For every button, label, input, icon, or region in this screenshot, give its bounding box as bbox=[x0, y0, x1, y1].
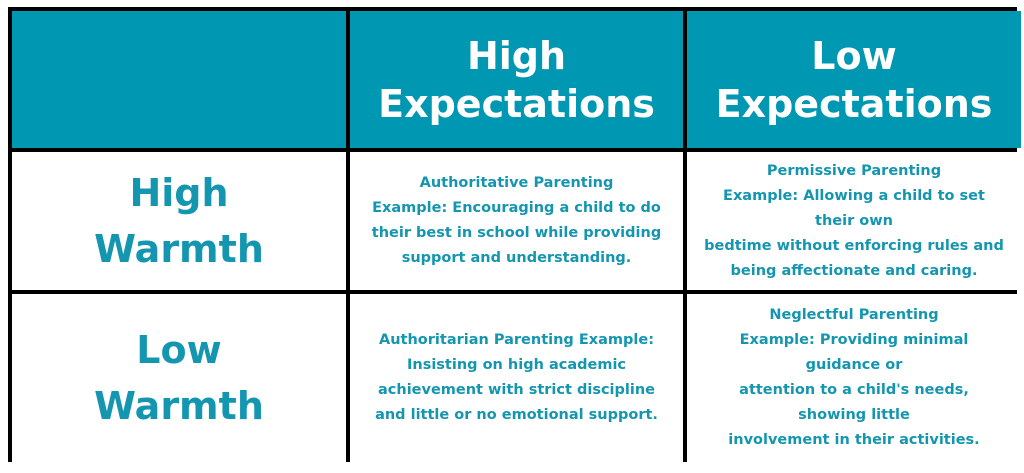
cell-text: Neglectful Parenting bbox=[769, 307, 939, 323]
cell-text: Example: Allowing a child to set bbox=[723, 187, 985, 204]
row-header-text: Low bbox=[136, 328, 222, 372]
header-low-expectations: Low Expectations bbox=[687, 11, 1021, 148]
cell-text: bedtime without enforcing rules and bbox=[704, 237, 1004, 254]
row-header-low-warmth: Low Warmth bbox=[12, 294, 346, 462]
cell-text: their own bbox=[815, 212, 893, 229]
header-text: High bbox=[466, 33, 567, 78]
cell-authoritarian: Authoritarian Parenting Example: Insisti… bbox=[350, 294, 683, 462]
row-header-high-warmth: High Warmth bbox=[12, 152, 346, 290]
row-header-text: High bbox=[129, 171, 229, 215]
corner-cell bbox=[12, 11, 346, 148]
row-header-text: Warmth bbox=[94, 384, 264, 428]
cell-text: and little or no emotional support. bbox=[375, 407, 658, 423]
header-high-expectations: High Expectations bbox=[350, 11, 683, 148]
header-text: Low bbox=[811, 33, 897, 78]
cell-text: Example: Providing minimal bbox=[739, 332, 969, 348]
cell-text: Permissive Parenting bbox=[766, 162, 942, 179]
cell-text: support and understanding. bbox=[401, 250, 632, 266]
cell-authoritative: Authoritative Parenting Example: Encoura… bbox=[350, 152, 683, 290]
header-text: Expectations bbox=[378, 81, 655, 126]
cell-permissive: Permissive Parenting Example: Allowing a… bbox=[687, 152, 1021, 290]
cell-text: guidance or bbox=[805, 357, 903, 373]
cell-text: achievement with strict discipline bbox=[378, 382, 655, 398]
cell-text: Insisting on high academic bbox=[406, 357, 627, 373]
header-text: Expectations bbox=[715, 81, 993, 126]
cell-text: their best in school while providing bbox=[371, 225, 662, 241]
cell-text: involvement in their activities. bbox=[728, 432, 980, 448]
parenting-styles-table: High Expectations Low Expectations High … bbox=[8, 7, 1021, 462]
cell-text: Authoritative Parenting bbox=[419, 175, 614, 191]
cell-text: attention to a child's needs, bbox=[739, 382, 969, 398]
cell-text: being affectionate and caring. bbox=[730, 262, 978, 279]
row-header-text: Warmth bbox=[94, 227, 264, 271]
cell-neglectful: Neglectful Parenting Example: Providing … bbox=[687, 294, 1021, 462]
cell-text: Authoritarian Parenting Example: bbox=[379, 332, 654, 348]
cell-text: Example: Encouraging a child to do bbox=[372, 200, 661, 216]
cell-text: showing little bbox=[798, 407, 910, 423]
